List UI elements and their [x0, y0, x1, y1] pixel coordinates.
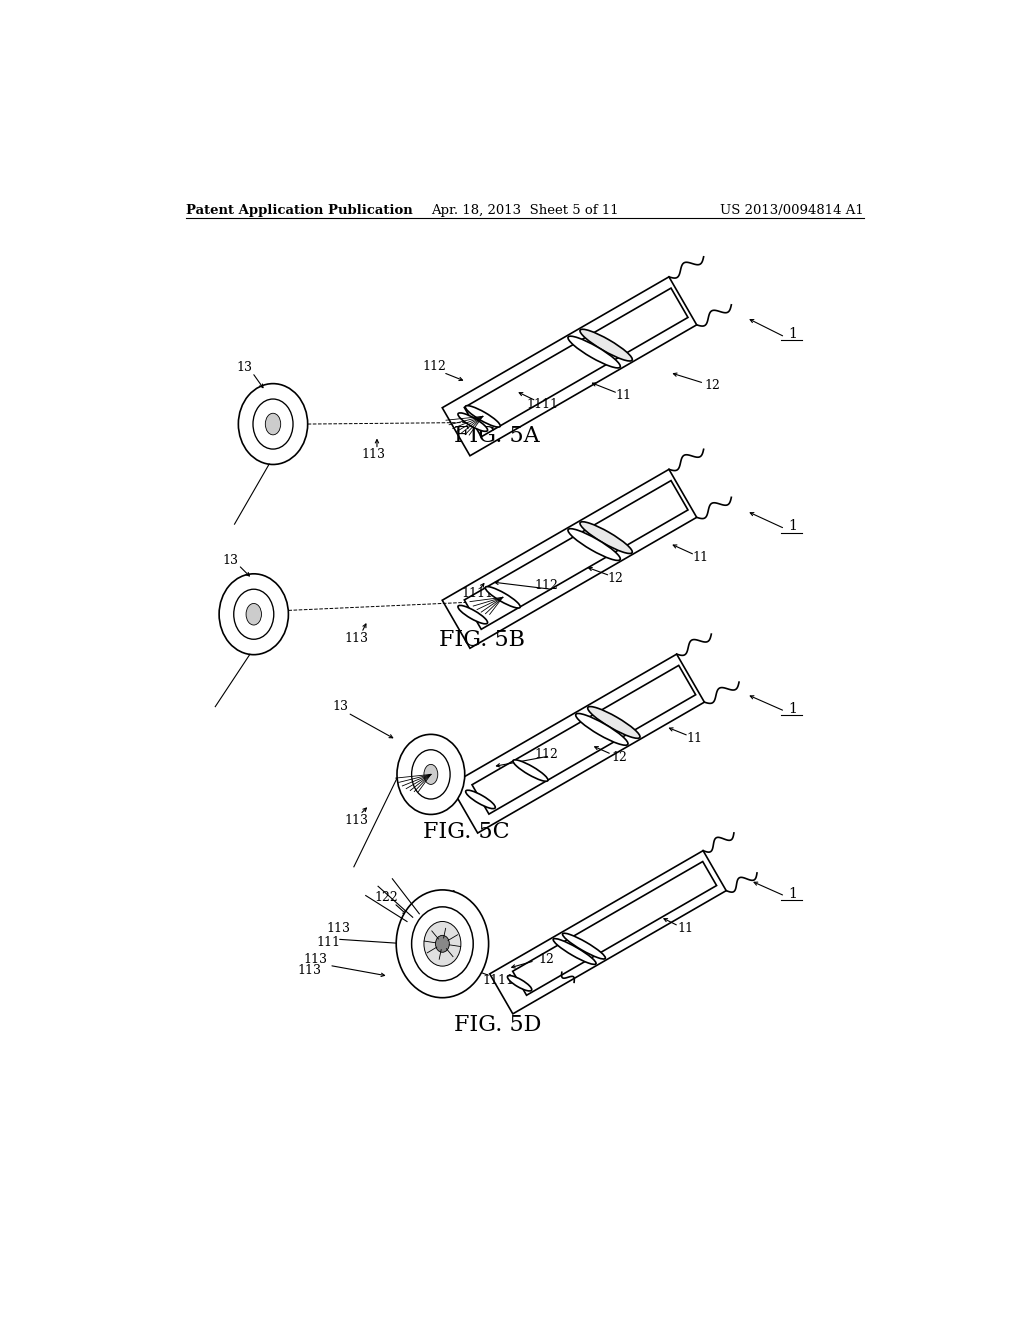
Text: 113: 113	[344, 814, 369, 828]
Polygon shape	[513, 862, 717, 995]
Text: 1111: 1111	[461, 587, 494, 601]
Text: 111: 111	[316, 936, 340, 949]
Text: 1: 1	[788, 327, 798, 341]
Ellipse shape	[553, 939, 596, 965]
Text: 112: 112	[423, 360, 446, 372]
Polygon shape	[472, 665, 695, 814]
Text: 13: 13	[222, 554, 239, 566]
Ellipse shape	[513, 760, 548, 781]
Ellipse shape	[424, 921, 461, 966]
Ellipse shape	[435, 936, 450, 952]
Ellipse shape	[233, 589, 273, 639]
Text: Patent Application Publication: Patent Application Publication	[186, 205, 413, 218]
Ellipse shape	[265, 413, 281, 434]
Text: 13: 13	[333, 700, 349, 713]
Text: 1: 1	[788, 887, 798, 900]
Text: FIG. 5D: FIG. 5D	[454, 1014, 542, 1036]
Polygon shape	[489, 850, 726, 1014]
Text: US 2013/0094814 A1: US 2013/0094814 A1	[720, 205, 863, 218]
Ellipse shape	[575, 714, 628, 746]
Text: 12: 12	[539, 953, 554, 966]
Ellipse shape	[485, 586, 520, 609]
Text: 113: 113	[344, 631, 369, 644]
Polygon shape	[450, 655, 705, 833]
Ellipse shape	[412, 907, 473, 981]
Ellipse shape	[458, 413, 487, 432]
Ellipse shape	[568, 337, 621, 368]
Text: 112: 112	[535, 579, 558, 593]
Ellipse shape	[397, 734, 465, 814]
Ellipse shape	[465, 405, 501, 428]
Text: 1: 1	[788, 520, 798, 533]
Ellipse shape	[588, 706, 640, 738]
Ellipse shape	[508, 975, 531, 991]
Ellipse shape	[412, 750, 451, 799]
Polygon shape	[464, 288, 688, 437]
Text: 1: 1	[788, 702, 798, 715]
Polygon shape	[442, 470, 696, 648]
Text: 12: 12	[703, 379, 720, 392]
Text: 113: 113	[297, 964, 322, 977]
Text: 11: 11	[677, 921, 693, 935]
Polygon shape	[442, 277, 696, 455]
Text: 1111: 1111	[482, 974, 515, 987]
Text: Apr. 18, 2013  Sheet 5 of 11: Apr. 18, 2013 Sheet 5 of 11	[431, 205, 618, 218]
Ellipse shape	[580, 329, 632, 360]
Text: FIG. 5B: FIG. 5B	[438, 628, 524, 651]
Ellipse shape	[466, 791, 496, 809]
Text: 113: 113	[361, 449, 385, 462]
Text: FIG. 5C: FIG. 5C	[423, 821, 510, 843]
Ellipse shape	[458, 606, 487, 624]
Text: FIG. 5A: FIG. 5A	[454, 425, 540, 446]
Ellipse shape	[424, 764, 438, 784]
Text: 12: 12	[607, 572, 624, 585]
Text: 13: 13	[237, 362, 253, 375]
Ellipse shape	[568, 529, 621, 561]
Text: 121: 121	[434, 890, 458, 903]
Polygon shape	[464, 480, 688, 630]
Ellipse shape	[396, 890, 488, 998]
Text: 11: 11	[686, 731, 702, 744]
Ellipse shape	[219, 574, 289, 655]
Text: 122: 122	[375, 891, 398, 904]
Text: 113: 113	[327, 921, 350, 935]
Text: 112: 112	[535, 748, 558, 760]
Text: 113: 113	[303, 953, 328, 966]
Ellipse shape	[253, 399, 293, 449]
Text: 11: 11	[692, 550, 709, 564]
Ellipse shape	[246, 603, 261, 626]
Text: 12: 12	[611, 751, 628, 764]
Text: 11: 11	[615, 389, 632, 403]
Ellipse shape	[562, 933, 605, 960]
Text: 1111: 1111	[526, 399, 558, 412]
Ellipse shape	[580, 521, 632, 553]
Ellipse shape	[239, 384, 307, 465]
